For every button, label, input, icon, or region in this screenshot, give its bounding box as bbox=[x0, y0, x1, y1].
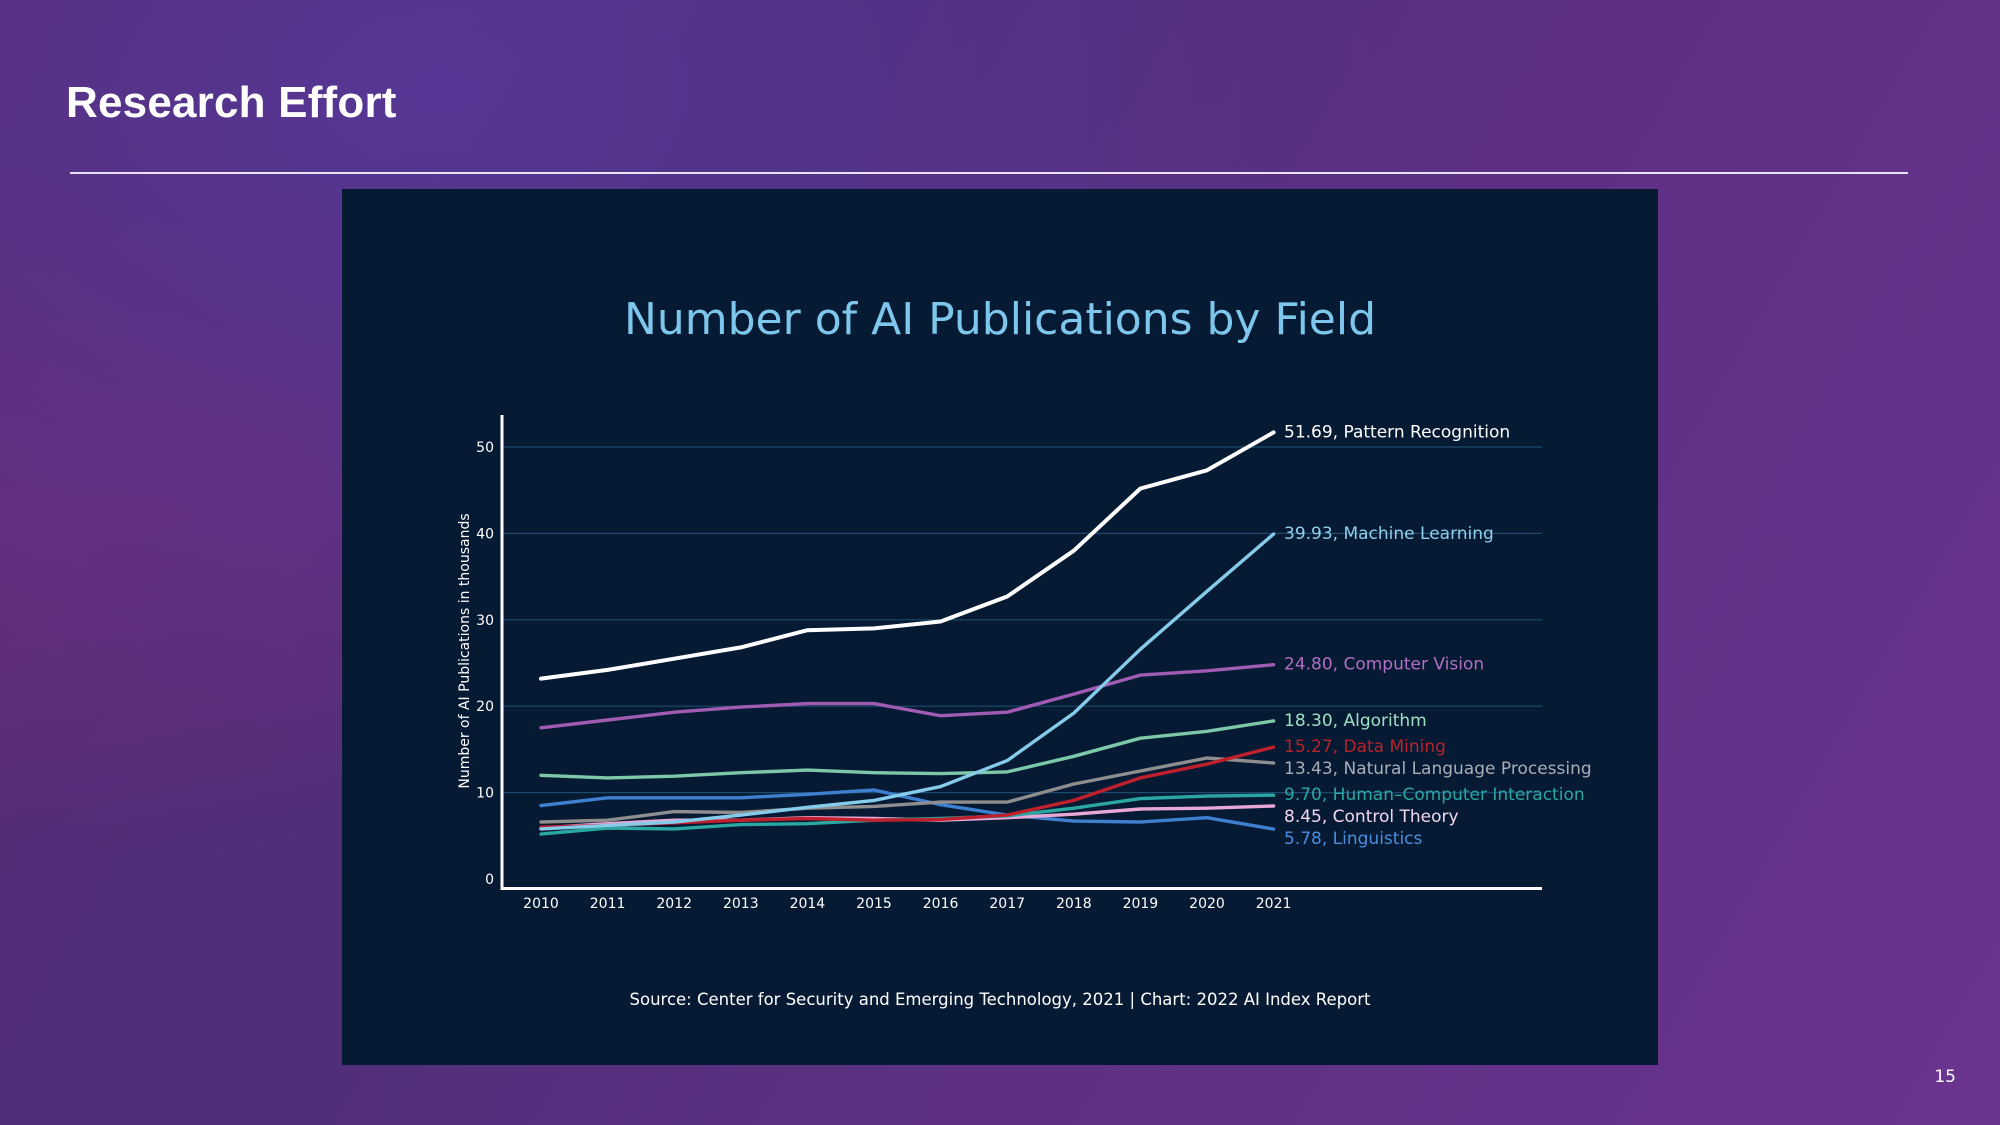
x-tick-label: 2016 bbox=[923, 896, 959, 912]
y-tick-label: 50 bbox=[476, 440, 494, 456]
x-tick-label: 2011 bbox=[590, 896, 626, 912]
series-lines bbox=[539, 430, 1276, 836]
end-label-pattern-recognition: 51.69, Pattern Recognition bbox=[1284, 422, 1510, 442]
end-labels: 51.69, Pattern Recognition 39.93, Machine… bbox=[1284, 422, 1592, 849]
x-tick-labels: 2010 2011 2012 2013 2014 2015 2016 2017 2018 2019… bbox=[523, 896, 1291, 912]
x-tick-label: 2013 bbox=[723, 896, 759, 912]
series-line-computer-vision bbox=[539, 663, 1276, 730]
publications-line-chart: Number of AI Publications by Field 0 10 20… bbox=[457, 294, 1592, 1009]
y-tick-label: 30 bbox=[476, 613, 494, 629]
x-tick-label: 2015 bbox=[856, 896, 892, 912]
end-label-data-mining: 15.27, Data Mining bbox=[1284, 737, 1446, 757]
chart-source: Source: Center for Security and Emerging… bbox=[630, 990, 1371, 1009]
x-tick-label: 2020 bbox=[1189, 896, 1225, 912]
chart-panel: Number of AI Publications by Field 0 10 20… bbox=[342, 189, 1658, 1065]
end-label-human-computer-interaction: 9.70, Human–Computer Interaction bbox=[1284, 785, 1585, 805]
y-tick-label: 0 bbox=[485, 872, 494, 888]
series-line-linguistics bbox=[539, 788, 1276, 831]
end-label-linguistics: 5.78, Linguistics bbox=[1284, 829, 1423, 849]
x-tick-label: 2012 bbox=[656, 896, 692, 912]
series-line-machine-learning bbox=[539, 532, 1276, 831]
slide-title: Research Effort bbox=[66, 78, 397, 127]
y-tick-label: 10 bbox=[476, 786, 494, 802]
chart-title: Number of AI Publications by Field bbox=[624, 294, 1376, 345]
y-tick-label: 20 bbox=[476, 699, 494, 715]
end-label-natural-language-processing: 13.43, Natural Language Processing bbox=[1284, 759, 1592, 779]
series-line-pattern-recognition bbox=[539, 430, 1276, 681]
y-tick-label: 40 bbox=[476, 526, 494, 542]
x-tick-label: 2021 bbox=[1256, 896, 1292, 912]
end-label-algorithm: 18.30, Algorithm bbox=[1284, 711, 1427, 731]
y-tick-labels: 0 10 20 30 40 50 bbox=[476, 440, 494, 888]
end-label-computer-vision: 24.80, Computer Vision bbox=[1284, 655, 1484, 675]
end-label-control-theory: 8.45, Control Theory bbox=[1284, 807, 1459, 827]
series-line-algorithm bbox=[539, 719, 1276, 780]
y-axis-label: Number of AI Publications in thousands bbox=[457, 513, 473, 788]
x-tick-label: 2017 bbox=[989, 896, 1025, 912]
gridlines bbox=[502, 446, 1542, 794]
series-line-natural-language-processing bbox=[539, 756, 1276, 824]
end-label-machine-learning: 39.93, Machine Learning bbox=[1284, 524, 1494, 544]
x-tick-label: 2019 bbox=[1123, 896, 1159, 912]
title-divider bbox=[70, 172, 1908, 174]
axes bbox=[500, 415, 1542, 890]
page-number: 15 bbox=[1934, 1067, 1956, 1087]
x-tick-label: 2014 bbox=[790, 896, 826, 912]
x-tick-label: 2018 bbox=[1056, 896, 1092, 912]
x-tick-label: 2010 bbox=[523, 896, 559, 912]
